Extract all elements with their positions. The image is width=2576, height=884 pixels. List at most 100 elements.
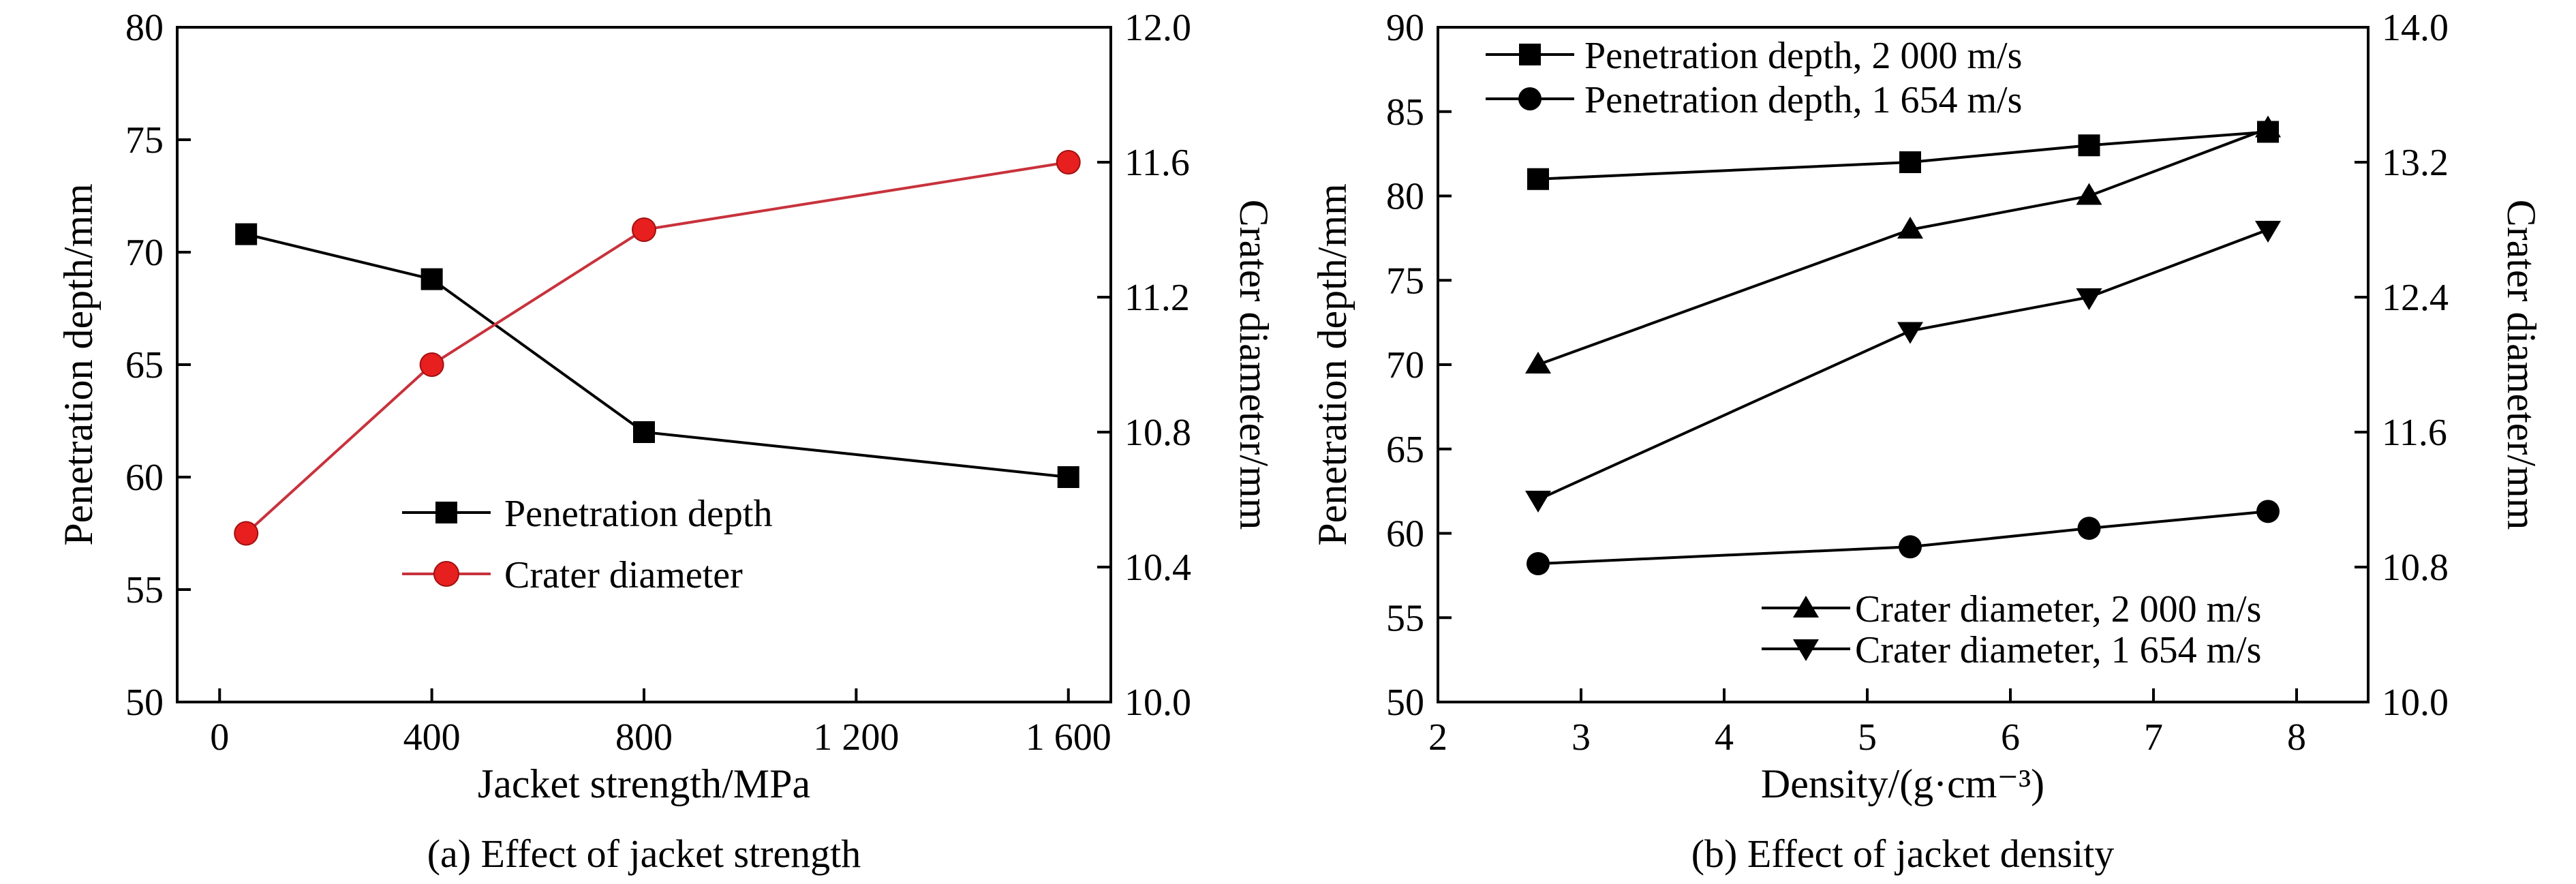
y2-tick-label: 11.6 [2382, 412, 2447, 454]
data-point-triangle-down [1525, 491, 1551, 513]
data-series-group [1525, 115, 2281, 576]
y2-tick-label: 10.0 [2382, 682, 2449, 724]
plot-frame [176, 26, 1112, 703]
y2-tick-label: 10.8 [2382, 547, 2449, 589]
square-marker-icon [1519, 44, 1541, 65]
data-point-square [633, 421, 655, 443]
y-tick-label: 70 [1386, 344, 1424, 386]
y2-tick-label: 13.2 [2382, 142, 2449, 184]
x-axis-ticks: 2 3 4 5 6 7 8 [1428, 688, 2306, 759]
x-tick-label: 2 [1428, 716, 1447, 759]
y-tick-label: 75 [125, 119, 164, 162]
legend: Penetration depth Crater diameter [402, 493, 772, 596]
legend-label: Crater diameter [504, 554, 743, 596]
y-tick-label: 55 [125, 569, 164, 611]
x-tick-label: 8 [2287, 716, 2306, 759]
data-point-circle [419, 352, 444, 377]
x-tick-label: 1 600 [1026, 716, 1111, 759]
data-point-triangle-down [2255, 221, 2281, 243]
data-point-circle [2077, 517, 2101, 540]
x-tick-label: 3 [1571, 716, 1591, 759]
legend-item-penetration-2000: Penetration depth, 2 000 m/s [1486, 35, 2022, 77]
data-point-square [1899, 151, 1921, 173]
y-tick-label: 65 [125, 344, 164, 386]
data-point-circle [1899, 535, 1922, 559]
x-tick-label: 6 [2001, 716, 2020, 759]
data-point-triangle-up [2255, 115, 2281, 138]
y2-tick-label: 10.8 [1124, 412, 1191, 454]
legend-label: Crater diameter, 1 654 m/s [1855, 629, 2261, 671]
x-tick-label: 400 [403, 716, 461, 759]
y2-tick-label: 12.4 [2382, 277, 2449, 319]
y2-tick-label: 10.4 [1124, 547, 1191, 589]
series-line [1537, 228, 2269, 501]
series-line [245, 161, 1069, 534]
x-tick-label: 1 200 [813, 716, 899, 759]
data-point-triangle-up [1897, 217, 1923, 239]
data-point-square [2078, 134, 2100, 157]
y-tick-label: 50 [125, 682, 164, 724]
data-point-triangle-down [2076, 288, 2102, 310]
data-point-triangle-down [1897, 322, 1923, 344]
y-tick-label: 50 [1386, 682, 1424, 724]
data-point-square [1057, 466, 1079, 488]
x-axis-label: Jacket strength/MPa [478, 761, 810, 806]
triangle-up-marker-icon [1793, 596, 1819, 618]
y2-tick-label: 11.2 [1124, 277, 1190, 319]
legend-label: Crater diameter, 2 000 m/s [1855, 588, 2261, 630]
series-line [245, 232, 1069, 478]
legend-item-penetration-depth: Penetration depth [402, 493, 772, 535]
data-point-circle [1527, 552, 1550, 576]
data-point-circle [2256, 500, 2280, 523]
x-tick-label: 0 [210, 716, 229, 759]
y-tick-label: 85 [1386, 91, 1424, 134]
legend-label: Penetration depth, 1 654 m/s [1584, 79, 2022, 121]
legend-item-crater-1654: Crater diameter, 1 654 m/s [1762, 629, 2261, 671]
y2-tick-label: 12.0 [1124, 7, 1191, 49]
x-tick-label: 4 [1715, 716, 1734, 759]
data-point-square [420, 268, 443, 290]
x-axis-label: Density/(g·cm⁻³) [1761, 761, 2044, 806]
data-point-circle [1056, 150, 1081, 174]
data-point-circle [632, 217, 656, 242]
y-axis-ticks: 50 55 60 65 70 75 80 85 90 [1386, 7, 1452, 724]
x-tick-label: 800 [615, 716, 673, 759]
y2-axis-label: Crater diameter/mm [2499, 200, 2544, 530]
data-point-circle [234, 521, 259, 546]
legend-label: Penetration depth, 2 000 m/s [1584, 35, 2022, 77]
legend-bottom: Crater diameter, 2 000 m/s Crater diamet… [1762, 588, 2261, 671]
y-tick-label: 80 [125, 7, 164, 49]
y-tick-label: 75 [1386, 260, 1424, 302]
y2-tick-label: 11.6 [1124, 142, 1190, 184]
y-tick-label: 60 [1386, 513, 1424, 555]
data-point-square [1527, 168, 1549, 190]
legend-item-crater-2000: Crater diameter, 2 000 m/s [1762, 588, 2261, 630]
y-axis-ticks: 50 55 60 65 70 75 80 [125, 7, 191, 724]
series-line [1537, 130, 2269, 181]
circle-marker-icon [433, 561, 459, 587]
legend-item-penetration-1654: Penetration depth, 1 654 m/s [1486, 79, 2022, 121]
series-line [1537, 510, 2269, 566]
y2-tick-label: 14.0 [2382, 7, 2449, 49]
y-tick-label: 70 [125, 232, 164, 274]
triangle-down-marker-icon [1793, 639, 1819, 661]
y2-axis-ticks: 10.0 10.8 11.6 12.4 13.2 14.0 [2355, 7, 2449, 724]
y-axis-label: Penetration depth/mm [1310, 183, 1355, 546]
data-point-triangle-up [2076, 183, 2102, 205]
legend-label: Penetration depth [504, 493, 772, 535]
y-tick-label: 80 [1386, 176, 1424, 218]
legend-item-crater-diameter: Crater diameter [402, 554, 743, 596]
y-tick-label: 90 [1386, 7, 1424, 49]
data-point-triangle-up [1525, 352, 1551, 374]
x-tick-label: 5 [1858, 716, 1877, 759]
y2-axis-ticks: 10.0 10.4 10.8 11.2 11.6 12.0 [1097, 7, 1191, 724]
figure-caption: (b) Effect of jacket density [1691, 832, 2115, 876]
y2-tick-label: 10.0 [1124, 682, 1191, 724]
y-tick-label: 55 [1386, 597, 1424, 639]
y-axis-label: Penetration depth/mm [56, 183, 101, 546]
x-axis-ticks: 0 400 800 1 200 1 600 [210, 688, 1111, 759]
data-series-group [234, 150, 1081, 546]
x-tick-label: 7 [2144, 716, 2163, 759]
